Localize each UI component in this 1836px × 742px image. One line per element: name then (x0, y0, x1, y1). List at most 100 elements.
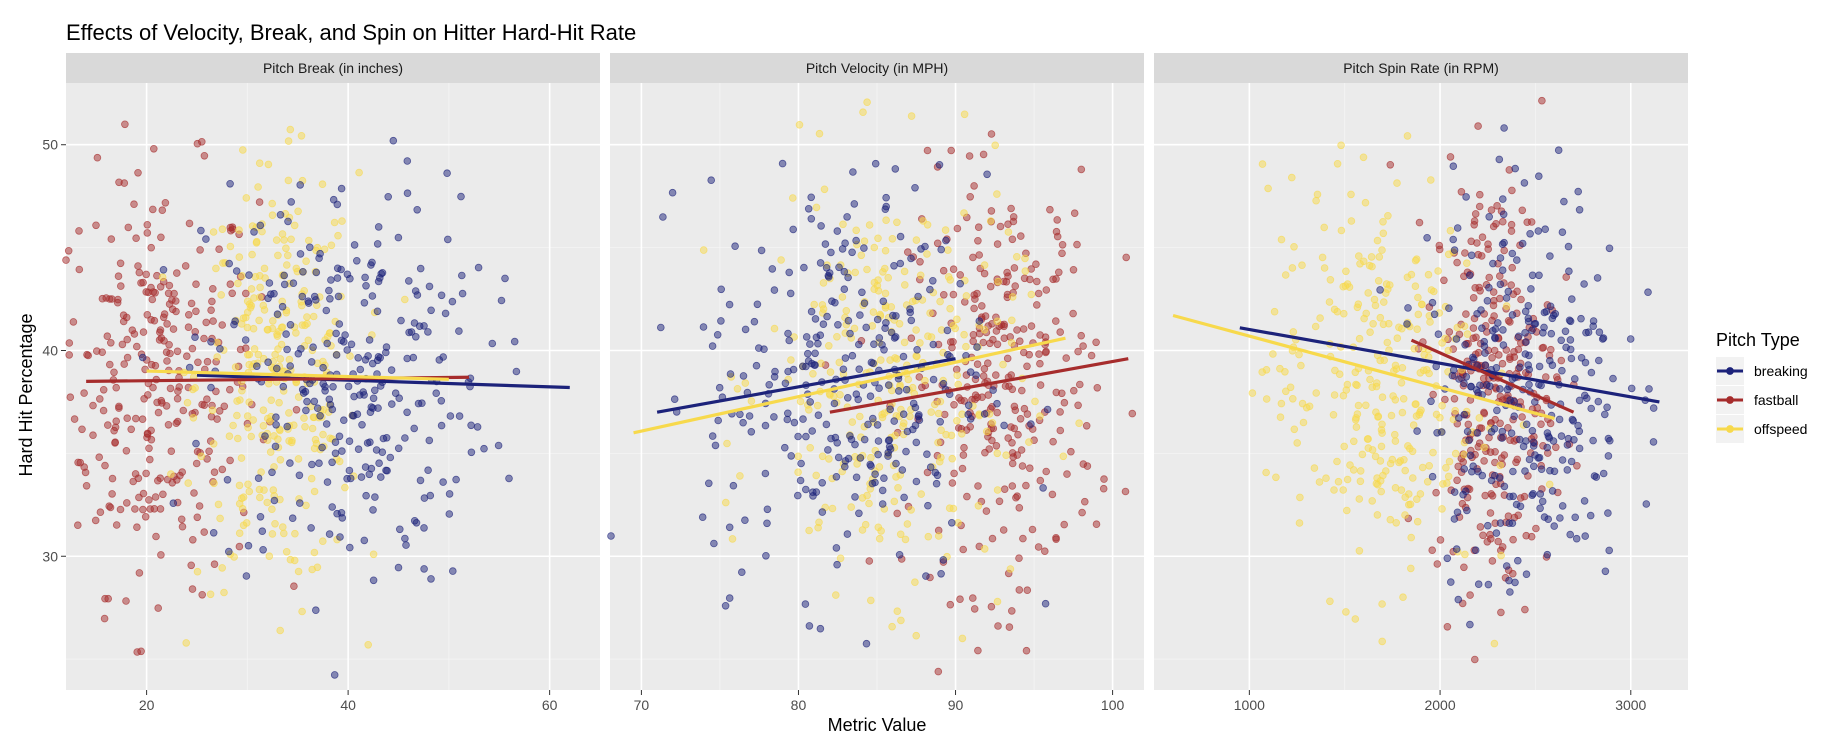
data-point-offspeed (268, 505, 276, 514)
data-point-breaking (943, 326, 952, 335)
data-point-breaking (1480, 337, 1488, 346)
data-point-fastball (1489, 288, 1498, 296)
data-point-fastball (124, 223, 133, 232)
data-point-breaking (923, 450, 931, 459)
data-point-breaking (402, 541, 410, 549)
data-point-breaking (1522, 420, 1531, 429)
data-point-fastball (128, 326, 137, 335)
data-point-fastball (203, 395, 211, 404)
data-point-breaking (1452, 335, 1461, 343)
data-point-offspeed (942, 430, 950, 439)
data-point-breaking (383, 466, 391, 475)
data-point-fastball (116, 505, 125, 514)
data-point-offspeed (993, 449, 1002, 458)
data-point-breaking (834, 320, 842, 329)
data-point-offspeed (235, 529, 244, 537)
data-point-breaking (878, 500, 887, 508)
data-point-breaking (846, 432, 854, 440)
data-point-breaking (202, 235, 210, 243)
data-point-offspeed (193, 567, 202, 576)
data-point-fastball (993, 240, 1002, 248)
data-point-breaking (241, 336, 250, 344)
data-point-breaking (361, 273, 369, 282)
data-point-breaking (276, 211, 285, 219)
data-point-offspeed (294, 393, 303, 401)
data-point-fastball (159, 490, 167, 499)
data-point-fastball (1467, 237, 1475, 246)
data-point-breaking (846, 329, 854, 338)
data-point-breaking (286, 459, 294, 467)
data-point-fastball (1070, 386, 1078, 395)
data-point-breaking (420, 494, 429, 502)
data-point-offspeed (267, 396, 276, 405)
data-point-breaking (332, 351, 341, 359)
data-point-breaking (860, 299, 869, 308)
data-point-offspeed (980, 261, 989, 269)
data-point-offspeed (1350, 437, 1358, 446)
data-point-breaking (197, 226, 205, 235)
data-point-breaking (698, 513, 707, 521)
data-point-breaking (1577, 314, 1585, 323)
data-point-offspeed (1276, 364, 1284, 373)
data-point-fastball (75, 227, 83, 235)
data-point-offspeed (1310, 464, 1319, 472)
data-point-breaking (467, 448, 476, 457)
data-point-offspeed (189, 385, 197, 394)
data-point-fastball (111, 423, 120, 432)
data-point-offspeed (275, 398, 283, 407)
data-point-fastball (1486, 509, 1495, 517)
data-point-breaking (258, 527, 267, 535)
data-point-breaking (1521, 328, 1529, 337)
data-point-offspeed (934, 409, 943, 418)
data-point-breaking (311, 606, 320, 614)
data-point-offspeed (993, 597, 1002, 606)
data-point-breaking (908, 425, 917, 434)
data-point-breaking (770, 372, 779, 381)
data-point-offspeed (273, 332, 282, 340)
data-point-breaking (387, 366, 396, 374)
data-point-offspeed (259, 406, 268, 415)
data-point-fastball (112, 383, 120, 392)
data-point-offspeed (946, 304, 954, 313)
data-point-offspeed (1008, 293, 1017, 301)
data-point-breaking (822, 420, 831, 429)
data-point-offspeed (895, 319, 904, 328)
data-point-offspeed (248, 250, 256, 259)
data-point-offspeed (1312, 196, 1320, 205)
data-point-offspeed (1359, 153, 1368, 162)
data-point-breaking (326, 294, 334, 303)
data-point-breaking (1521, 307, 1530, 316)
data-point-offspeed (235, 226, 243, 234)
data-point-offspeed (319, 430, 327, 439)
data-point-breaking (1539, 328, 1547, 337)
data-point-breaking (814, 411, 823, 420)
data-point-breaking (242, 572, 251, 580)
data-point-offspeed (208, 406, 217, 415)
data-point-breaking (819, 320, 828, 329)
facet-panel: Pitch Velocity (in MPH)70 80 90 100 (607, 53, 1144, 713)
data-point-fastball (1082, 421, 1091, 430)
data-point-offspeed (1006, 565, 1015, 573)
data-point-breaking (286, 320, 295, 329)
data-point-offspeed (263, 325, 272, 334)
data-point-offspeed (1376, 457, 1385, 465)
data-point-fastball (162, 348, 171, 357)
data-point-breaking (898, 466, 907, 474)
data-point-fastball (1033, 301, 1041, 309)
data-point-breaking (789, 365, 798, 374)
data-point-offspeed (1378, 420, 1386, 429)
data-point-fastball (1488, 557, 1497, 565)
data-point-fastball (954, 424, 963, 432)
data-point-breaking (787, 452, 795, 460)
data-point-fastball (92, 221, 100, 230)
data-point-fastball (1007, 423, 1015, 431)
data-point-fastball (143, 221, 152, 229)
data-point-breaking (1524, 314, 1533, 323)
data-point-offspeed (949, 504, 958, 513)
data-point-fastball (1034, 543, 1043, 551)
data-point-breaking (403, 408, 411, 417)
data-point-offspeed (1411, 282, 1420, 291)
data-point-breaking (307, 358, 316, 366)
data-point-breaking (943, 350, 952, 359)
data-point-breaking (704, 479, 713, 488)
